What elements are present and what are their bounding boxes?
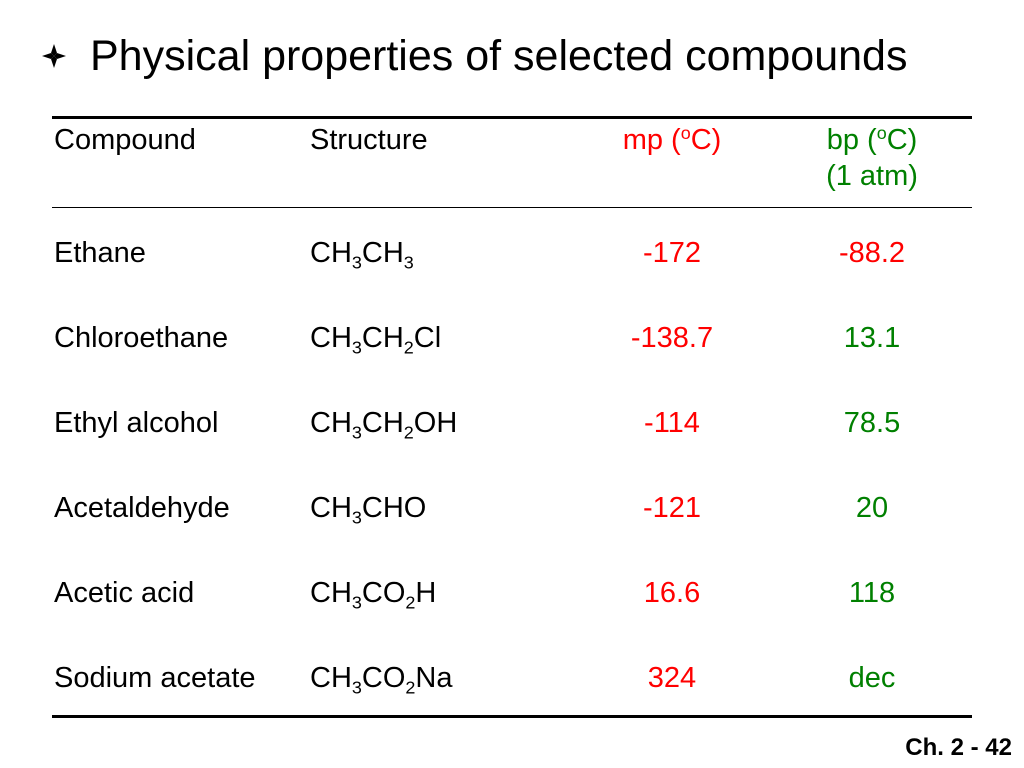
- compound-name: Ethane: [54, 237, 146, 269]
- structure-formula: CH3CH2OH: [310, 407, 458, 443]
- header-bp: bp (oC) (1 atm): [826, 123, 918, 192]
- boiling-point: 78.5: [843, 407, 901, 439]
- compound-name: Acetaldehyde: [54, 492, 230, 524]
- structure-formula: CH3CO2Na: [310, 662, 453, 698]
- melting-point: 16.6: [643, 577, 701, 609]
- header-compound: Compound: [54, 124, 196, 156]
- table-top-rule: [52, 116, 972, 119]
- structure-formula: CH3CH3: [310, 237, 414, 273]
- melting-point: -138.7: [630, 322, 714, 354]
- structure-formula: CH3CO2H: [310, 577, 437, 613]
- melting-point: -114: [644, 407, 700, 439]
- slide-title: Physical properties of selected compound…: [90, 32, 908, 80]
- boiling-point: dec: [848, 662, 896, 694]
- slide-title-row: Physical properties of selected compound…: [40, 26, 907, 86]
- diamond-bullet-icon: [42, 44, 66, 68]
- boiling-point: -88.2: [838, 237, 906, 269]
- compound-name: Sodium acetate: [54, 662, 256, 694]
- melting-point: 324: [647, 662, 697, 694]
- structure-formula: CH3CHO: [310, 492, 427, 528]
- header-mp: mp (oC): [622, 123, 722, 156]
- melting-point: -172: [642, 237, 702, 269]
- boiling-point: 20: [855, 492, 889, 524]
- slide-number: Ch. 2 - 42: [905, 734, 1012, 761]
- header-structure: Structure: [310, 124, 428, 156]
- structure-formula: CH3CH2Cl: [310, 322, 442, 358]
- boiling-point: 13.1: [843, 322, 901, 354]
- header-rule: [52, 207, 972, 208]
- compound-name: Acetic acid: [54, 577, 195, 609]
- compound-name: Ethyl alcohol: [54, 407, 219, 439]
- table-bottom-rule: [52, 715, 972, 718]
- boiling-point: 118: [848, 577, 896, 609]
- melting-point: -121: [642, 492, 702, 524]
- compound-name: Chloroethane: [54, 322, 229, 354]
